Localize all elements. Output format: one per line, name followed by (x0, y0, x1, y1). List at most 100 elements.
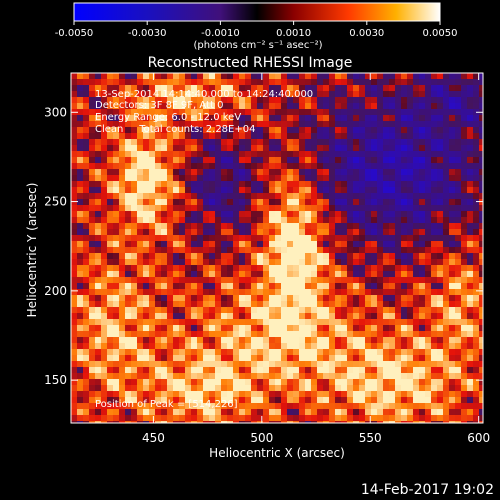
heatmap-cell (359, 97, 366, 104)
heatmap-cell (311, 181, 318, 188)
heatmap-cell (77, 205, 84, 212)
heatmap-cell (89, 85, 96, 92)
colorbar-tick-label: -0.0010 (201, 28, 240, 39)
heatmap-cell (269, 421, 276, 423)
heatmap-cell (95, 229, 102, 236)
heatmap-cell (335, 289, 342, 296)
heatmap-cell (377, 385, 384, 392)
heatmap-cell (245, 169, 252, 176)
heatmap-cell (401, 127, 408, 134)
heatmap-cell (383, 343, 390, 350)
heatmap-cell (281, 235, 288, 242)
heatmap-cell (353, 223, 360, 230)
heatmap-cell (323, 121, 330, 128)
heatmap-cell (257, 157, 264, 164)
heatmap-cell (245, 85, 252, 92)
heatmap-cell (167, 229, 174, 236)
heatmap-cell (71, 301, 78, 308)
heatmap-cell (77, 139, 84, 146)
heatmap-cell (413, 145, 420, 152)
heatmap-cell (341, 103, 348, 110)
heatmap-cell (341, 283, 348, 290)
heatmap-cell (113, 181, 120, 188)
heatmap-cell (221, 409, 228, 416)
heatmap-cell (473, 295, 480, 302)
heatmap-cell (329, 223, 336, 230)
heatmap-cell (137, 241, 144, 248)
heatmap-cell (185, 301, 192, 308)
heatmap-cell (227, 289, 234, 296)
heatmap-cell (359, 193, 366, 200)
heatmap-cell (275, 241, 282, 248)
heatmap-cell (401, 121, 408, 128)
heatmap-cell (215, 139, 222, 146)
heatmap-cell (179, 349, 186, 356)
heatmap-cell (359, 127, 366, 134)
heatmap-cell (365, 307, 372, 314)
heatmap-cell (275, 157, 282, 164)
heatmap-cell (467, 271, 474, 278)
heatmap-cell (377, 175, 384, 182)
heatmap-cell (347, 169, 354, 176)
heatmap-cell (161, 289, 168, 296)
heatmap-cell (449, 235, 456, 242)
heatmap-cell (143, 361, 150, 368)
heatmap-cell (167, 349, 174, 356)
heatmap-cell (239, 277, 246, 284)
heatmap-cell (281, 121, 288, 128)
heatmap-cell (395, 349, 402, 356)
heatmap-cell (227, 271, 234, 278)
heatmap-cell (443, 301, 450, 308)
heatmap-cell (359, 109, 366, 116)
heatmap-cell (413, 289, 420, 296)
heatmap-cell (407, 337, 414, 344)
heatmap-cell (401, 199, 408, 206)
heatmap-cell (233, 259, 240, 266)
colorbar-tick-label: 0.0030 (349, 28, 384, 39)
heatmap-cell (347, 121, 354, 128)
heatmap-cell (281, 229, 288, 236)
heatmap-cell (143, 169, 150, 176)
heatmap-cell (323, 301, 330, 308)
heatmap-cell (377, 313, 384, 320)
heatmap-cell (389, 133, 396, 140)
heatmap-cell (317, 289, 324, 296)
heatmap-cell (263, 385, 270, 392)
heatmap-cell (305, 151, 312, 158)
heatmap-cell (383, 169, 390, 176)
heatmap-cell (95, 241, 102, 248)
heatmap-cell (101, 151, 108, 158)
heatmap-cell (209, 283, 216, 290)
heatmap-cell (245, 313, 252, 320)
heatmap-cell (215, 277, 222, 284)
heatmap-cell (179, 97, 186, 104)
heatmap-cell (209, 409, 216, 416)
heatmap-cell (101, 223, 108, 230)
heatmap-cell (281, 193, 288, 200)
heatmap-cell (455, 271, 462, 278)
heatmap-cell (473, 331, 480, 338)
heatmap-cell (167, 79, 174, 86)
heatmap-cell (275, 283, 282, 290)
heatmap-cell (209, 211, 216, 218)
heatmap-cell (167, 175, 174, 182)
heatmap-cell (431, 289, 438, 296)
heatmap-cell (431, 379, 438, 386)
heatmap-cell (461, 391, 468, 398)
heatmap-cell (83, 163, 90, 170)
heatmap-cell (185, 361, 192, 368)
heatmap-cell (125, 331, 132, 338)
heatmap-cell (383, 349, 390, 356)
heatmap-cell (383, 115, 390, 122)
heatmap-cell (479, 367, 483, 374)
heatmap-cell (131, 391, 138, 398)
heatmap-cell (407, 331, 414, 338)
heatmap-cell (77, 409, 84, 416)
heatmap-cell (107, 85, 114, 92)
heatmap-cell (341, 193, 348, 200)
heatmap-cell (143, 331, 150, 338)
heatmap-cell (101, 331, 108, 338)
heatmap-cell (173, 229, 180, 236)
heatmap-cell (347, 139, 354, 146)
heatmap-cell (383, 121, 390, 128)
